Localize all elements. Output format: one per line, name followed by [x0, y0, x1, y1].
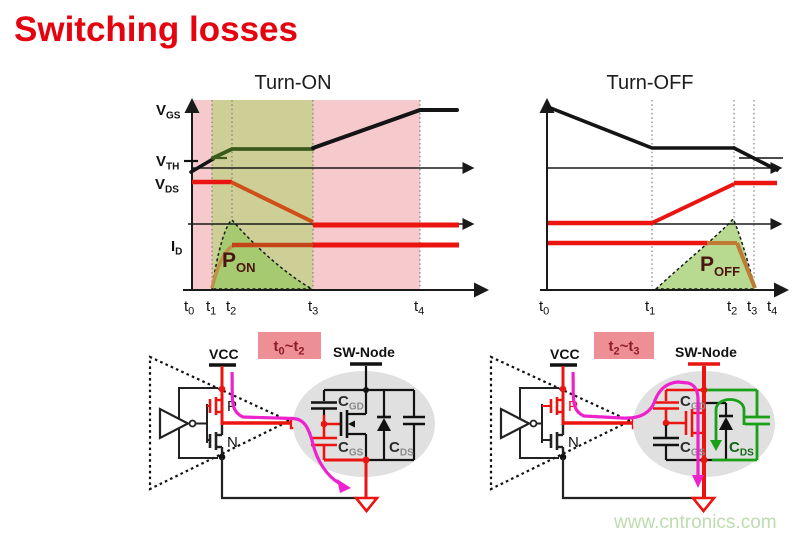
svg-text:t2: t2: [727, 298, 737, 318]
svg-text:t3: t3: [747, 298, 757, 318]
p-off-label: POFF: [700, 253, 740, 279]
driver-pmos-symbol: [542, 397, 563, 415]
miller-charge-current-path: [571, 371, 700, 476]
driver-pmos-symbol: [207, 397, 222, 415]
driver-nmos-symbol: [542, 425, 565, 457]
svg-text:t4: t4: [767, 298, 777, 318]
svg-text:t1: t1: [645, 298, 655, 318]
gate-charge-current-path: [230, 371, 340, 485]
badge-text: t0~t2: [273, 338, 304, 358]
ground-symbol: [690, 496, 717, 514]
circuit-left: t0~t2 VCC P: [148, 332, 435, 514]
turn-off-x-labels: t0 t1 t2 t3 t4: [539, 298, 777, 318]
svg-text:t3: t3: [308, 298, 318, 318]
current-arrowhead: [337, 479, 351, 493]
p-on-label: PON: [222, 249, 256, 275]
power-mosfet-symbol: [339, 391, 368, 460]
driver-return-wire: [220, 458, 358, 500]
power-mosfet-model-left: CGD: [311, 387, 425, 464]
current-arrowhead: [692, 475, 704, 488]
turn-on-vgs-curve: [184, 108, 459, 174]
cgs-label: CGS: [338, 439, 364, 459]
turn-on-time-gridlines: [211, 100, 421, 290]
interval-badge-left: t0~t2: [258, 332, 321, 359]
turn-off-chart: Turn-OFF POFF t0: [539, 72, 789, 318]
turn-on-y-labels: VGS VTH VDS ID: [155, 102, 182, 258]
body-diode: [377, 390, 391, 460]
miller-plateau: [211, 147, 315, 160]
watermark: www.cntronics.com: [613, 512, 777, 533]
badge-background: [594, 332, 654, 359]
turn-off-vgs-curve: [546, 105, 783, 172]
node-dot: [218, 453, 226, 461]
turn-off-vds-curve: [548, 180, 777, 226]
turn-on-id-curve: [210, 242, 459, 289]
cds-label: CDS: [389, 439, 414, 459]
svg-text:VTH: VTH: [156, 153, 179, 173]
source-node-dot: [700, 456, 708, 464]
node-dot: [559, 453, 567, 461]
turn-on-vds-curve: [192, 179, 459, 228]
turn-on-chart: Turn-ON: [155, 72, 489, 318]
mosfet-model-ellipse: [293, 371, 435, 477]
cgs-capacitor: [653, 425, 704, 462]
svg-text:t0: t0: [184, 298, 194, 318]
svg-text:VDS: VDS: [155, 176, 179, 196]
ground-symbol: [353, 496, 380, 514]
vcc-label-left: VCC: [209, 346, 239, 362]
svg-text:t1: t1: [206, 298, 216, 318]
interval-badge-right: t2~t3: [594, 332, 654, 359]
driver-nmos-symbol: [207, 425, 224, 457]
driver-inverter-symbol: [158, 404, 208, 443]
badge-background: [258, 332, 321, 359]
driver-inverter-symbol: [499, 404, 543, 443]
turn-on-loss-area: [211, 218, 315, 290]
badge-text: t2~t3: [608, 338, 639, 358]
sw-node-label-left: SW-Node: [333, 344, 395, 360]
sw-node-label-right: SW-Node: [675, 344, 737, 360]
turn-off-time-gridlines: [651, 100, 755, 290]
nmos-label-left: N: [227, 434, 238, 451]
svg-text:t0: t0: [539, 298, 549, 318]
driver-return-wire: [561, 458, 700, 500]
turn-off-loss-area: [654, 217, 756, 290]
node-dot: [559, 385, 567, 393]
page-title: Switching losses: [14, 10, 298, 49]
svg-text:t4: t4: [414, 298, 424, 318]
cds-discharge-loop: [707, 388, 770, 462]
loop-arrowhead: [710, 440, 722, 451]
svg-text:ID: ID: [171, 238, 182, 258]
cgd-label: CGD: [338, 393, 364, 413]
vcc-label-right: VCC: [550, 346, 580, 362]
cds-capacitor: [403, 390, 425, 460]
turn-off-title: Turn-OFF: [606, 72, 693, 94]
svg-text:t2: t2: [226, 298, 236, 318]
cds-label: CDS: [729, 439, 754, 459]
node-dot: [218, 385, 226, 393]
cgd-capacitor: [311, 390, 337, 416]
mosfet-body-arrow: [348, 420, 355, 428]
nmos-label-right: N: [568, 434, 579, 451]
turn-off-id-curve: [548, 240, 757, 289]
pmos-label-right: P: [568, 398, 578, 415]
circuit-right: t2~t3 VCC P: [489, 332, 775, 514]
svg-text:VGS: VGS: [156, 102, 181, 122]
cgs-capacitor: [311, 424, 366, 462]
turn-on-x-labels: t0 t1 t2 t3 t4: [184, 298, 424, 318]
turn-on-title: Turn-ON: [254, 72, 331, 94]
